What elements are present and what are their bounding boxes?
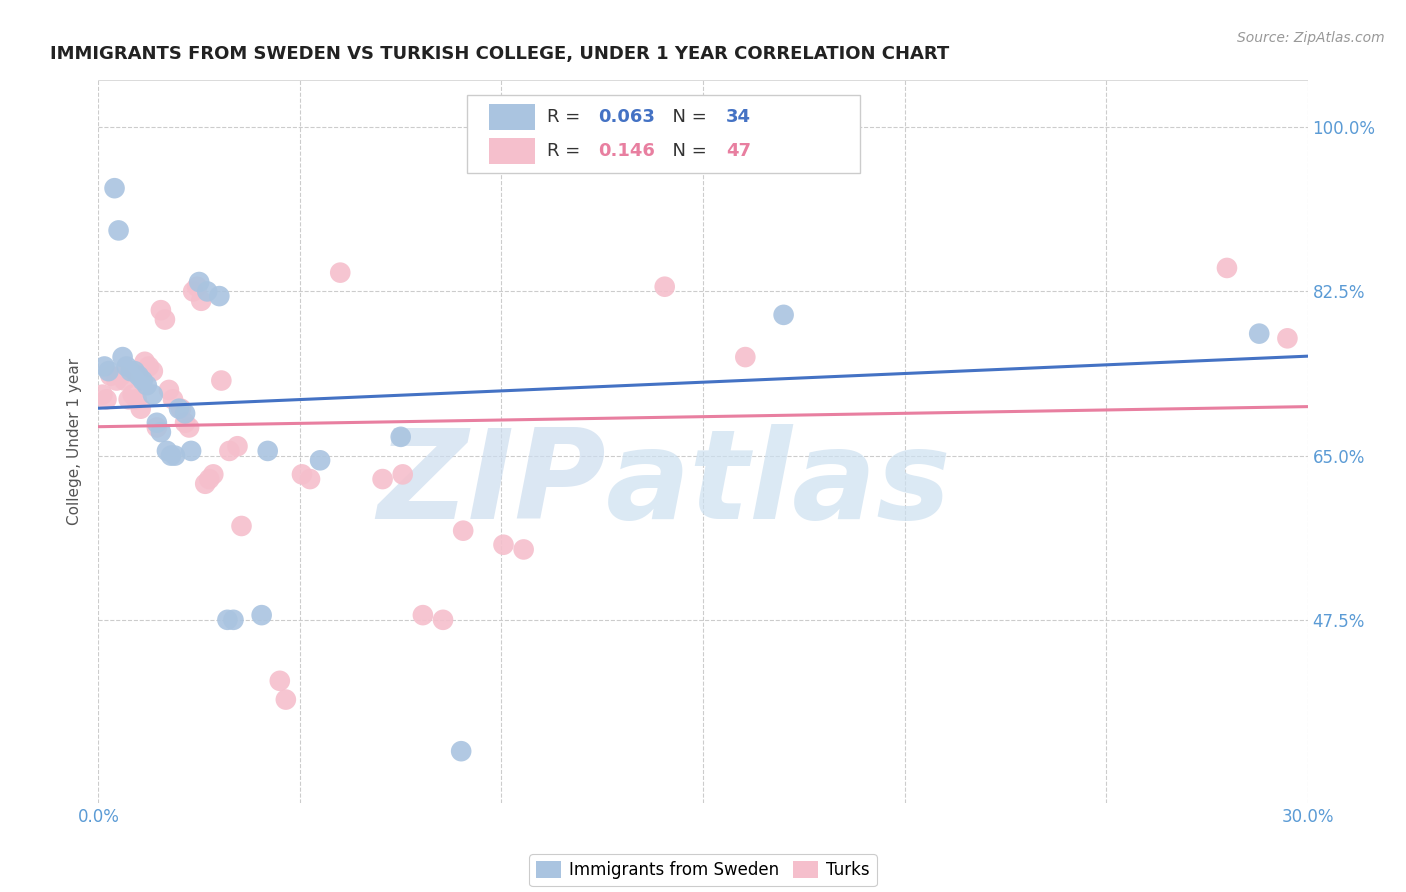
Point	[654, 279, 676, 293]
Point	[181, 285, 204, 299]
Point	[146, 416, 169, 430]
Point	[180, 444, 202, 458]
Point	[115, 359, 138, 374]
Point	[389, 430, 412, 444]
Point	[734, 350, 756, 364]
FancyBboxPatch shape	[489, 103, 534, 129]
Text: 0.146: 0.146	[598, 142, 655, 160]
Text: IMMIGRANTS FROM SWEDEN VS TURKISH COLLEGE, UNDER 1 YEAR CORRELATION CHART: IMMIGRANTS FROM SWEDEN VS TURKISH COLLEG…	[51, 45, 949, 63]
Point	[226, 439, 249, 453]
Text: N =: N =	[661, 108, 713, 126]
Point	[179, 420, 201, 434]
Text: R =: R =	[547, 142, 586, 160]
Point	[142, 387, 165, 401]
Point	[134, 355, 156, 369]
Point	[128, 368, 150, 383]
Point	[190, 293, 212, 308]
Point	[269, 673, 291, 688]
Point	[149, 425, 172, 439]
Point	[105, 374, 128, 388]
Point	[432, 613, 454, 627]
Point	[135, 378, 157, 392]
Point	[107, 223, 129, 237]
Point	[91, 387, 114, 401]
Point	[142, 364, 165, 378]
Point	[138, 359, 160, 374]
Point	[209, 374, 232, 388]
Point	[672, 120, 695, 135]
Point	[110, 368, 132, 383]
Point	[186, 279, 208, 293]
Point	[309, 453, 332, 467]
Point	[195, 285, 218, 299]
Point	[93, 359, 115, 374]
Point	[174, 406, 197, 420]
Point	[299, 472, 322, 486]
Text: R =: R =	[547, 108, 586, 126]
Point	[329, 266, 352, 280]
Point	[202, 467, 225, 482]
Point	[125, 392, 148, 407]
Point	[174, 416, 197, 430]
Point	[120, 364, 142, 378]
Point	[163, 449, 186, 463]
Point	[412, 608, 434, 623]
Point	[451, 524, 474, 538]
Point	[103, 181, 125, 195]
Point	[188, 275, 211, 289]
Point	[194, 476, 217, 491]
Text: Source: ZipAtlas.com: Source: ZipAtlas.com	[1237, 31, 1385, 45]
Point	[492, 538, 515, 552]
Point	[96, 392, 118, 407]
Point	[256, 444, 278, 458]
Point	[114, 374, 136, 388]
Point	[129, 401, 152, 416]
FancyBboxPatch shape	[489, 138, 534, 164]
Point	[149, 303, 172, 318]
Legend: Immigrants from Sweden, Turks: Immigrants from Sweden, Turks	[530, 855, 876, 886]
Point	[391, 467, 413, 482]
Point	[772, 308, 794, 322]
Point	[124, 364, 146, 378]
Point	[121, 387, 143, 401]
Point	[198, 472, 221, 486]
Point	[250, 608, 273, 623]
Point	[1277, 331, 1299, 345]
FancyBboxPatch shape	[467, 95, 860, 173]
Point	[153, 312, 176, 326]
Text: ZIP: ZIP	[378, 425, 606, 545]
Point	[146, 420, 169, 434]
Point	[512, 542, 534, 557]
Point	[162, 392, 184, 407]
Point	[160, 449, 183, 463]
Text: N =: N =	[661, 142, 713, 160]
Point	[274, 692, 297, 706]
Point	[217, 613, 239, 627]
Point	[100, 368, 122, 383]
Point	[218, 444, 240, 458]
Y-axis label: College, Under 1 year: College, Under 1 year	[67, 358, 83, 525]
Point	[97, 364, 120, 378]
Point	[371, 472, 394, 486]
Point	[1249, 326, 1271, 341]
Point	[222, 613, 245, 627]
Point	[291, 467, 314, 482]
Point	[1216, 260, 1239, 275]
Text: 34: 34	[725, 108, 751, 126]
Point	[156, 444, 179, 458]
Text: atlas: atlas	[606, 425, 952, 545]
Point	[208, 289, 231, 303]
Point	[111, 350, 134, 364]
Point	[132, 374, 155, 388]
Point	[118, 392, 141, 407]
Point	[450, 744, 472, 758]
Point	[167, 401, 190, 416]
Point	[231, 519, 253, 533]
Point	[170, 401, 193, 416]
Point	[157, 383, 180, 397]
Text: 0.063: 0.063	[598, 108, 655, 126]
Text: 47: 47	[725, 142, 751, 160]
